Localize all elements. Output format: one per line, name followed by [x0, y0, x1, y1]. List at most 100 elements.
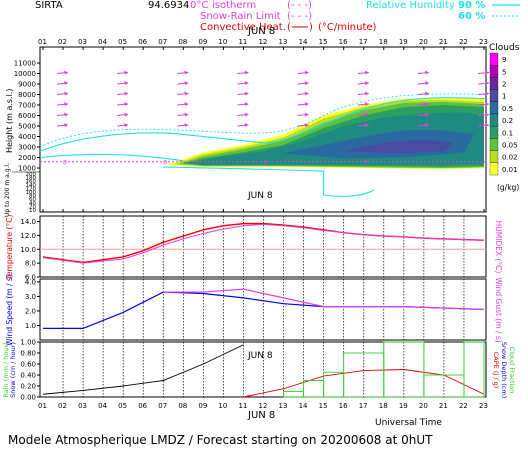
wind-arrow-head — [244, 91, 249, 96]
bottom-hour-label: 08 — [178, 402, 187, 410]
colorbar-swatch — [489, 126, 499, 139]
bottom-hour-label: 18 — [379, 402, 388, 410]
wind-arrow-head — [244, 70, 249, 75]
top-hour-axis: 01 02 03 04 05 06 07 08 09 10 11 12 13 14 15 16 17 18 19 20… — [38, 38, 488, 46]
wind-arrow-head — [304, 91, 309, 96]
precip-ytick-label: 0.40 — [20, 372, 36, 380]
wind-arrow-head — [304, 112, 309, 117]
cloud-ytick-lower-label: 160 — [26, 179, 37, 185]
rh-contour-surface — [163, 166, 375, 197]
cloud-ytick-label: 10000 — [14, 70, 36, 78]
top-date-label: JUN 8 — [247, 26, 275, 37]
wind-arrow-head — [424, 123, 429, 127]
top-hour-label: 11 — [238, 38, 247, 46]
bottom-hour-label: 11 — [238, 402, 247, 410]
universal-time-label: Universal Time — [375, 418, 442, 428]
wind-arrow-head — [64, 91, 69, 96]
wind-arrow-head — [184, 123, 189, 127]
wind-arrow-head — [184, 102, 189, 106]
legend-convective-unit: (°C/minute) — [318, 22, 377, 33]
colorbar-title: Clouds — [489, 43, 520, 53]
colorbar-swatch — [489, 113, 499, 127]
top-hour-label: 05 — [118, 38, 127, 46]
wind-arrow-head — [485, 112, 489, 117]
wind-arrow-head — [424, 81, 429, 85]
bottom-hour-label: 17 — [359, 402, 368, 410]
precip-series-cumul — [42, 344, 244, 395]
wind-arrow-head — [485, 102, 489, 106]
bottom-hour-label: 10 — [218, 402, 227, 410]
wind-series-wind-gust — [163, 288, 485, 311]
wind-arrow-head — [64, 123, 69, 127]
colorbar-swatch — [489, 138, 499, 151]
top-hour-label: 15 — [319, 38, 328, 46]
temp-ytick-label: 10.0 — [20, 246, 36, 254]
colorbar-tick-label: 0.05 — [502, 142, 518, 150]
wind-arrow-head — [485, 81, 489, 85]
top-hour-label: 13 — [279, 38, 288, 46]
wind-ytick-label: 4.0 — [25, 278, 36, 286]
wind-arrow-head — [304, 123, 309, 127]
bottom-hour-label: 22 — [459, 402, 468, 410]
cloud-ylabel: Height (m a.s.l.) — [5, 89, 14, 154]
wind-arrow-head — [424, 102, 429, 106]
top-hour-label: 07 — [158, 38, 167, 46]
legend-isotherm-dash: (- - -) — [287, 0, 312, 11]
cloud-ytick-lower-label: 180 — [26, 176, 37, 182]
wind-arrow-head — [124, 91, 129, 96]
wind-arrow-head — [304, 102, 309, 106]
cloud-ytick-label: 3000 — [18, 144, 36, 152]
cloud-ytick-lower-label: 10 — [29, 208, 36, 214]
wind-arrow-head — [364, 102, 369, 106]
precip-frame — [39, 341, 487, 398]
bottom-hour-label: 03 — [78, 402, 87, 410]
snow-ylabel: Snow (cm / hour) — [9, 342, 17, 398]
gust-ylabel: Wind Gust (m / s) — [494, 277, 503, 342]
top-hour-label: 17 — [359, 38, 368, 46]
top-hour-label: 02 — [58, 38, 67, 46]
cloud-ytick-label: 7000 — [18, 102, 36, 110]
precip-date-label: JUN 8 — [247, 351, 273, 361]
legend-rh: Relative Humidity — [366, 0, 455, 11]
bottom-date-label: JUN 8 — [247, 410, 275, 421]
cloud-ytick-label: 6000 — [18, 112, 36, 120]
bottom-hour-label: 21 — [439, 402, 448, 410]
cloud-date-label: JUN 8 — [247, 191, 273, 201]
wind-arrow-head — [64, 70, 69, 75]
temp-ytick-label: 12.0 — [20, 232, 36, 240]
bottom-hour-label: 09 — [198, 402, 207, 410]
cloud-fraction-bar — [383, 341, 425, 398]
top-hour-label: 21 — [439, 38, 448, 46]
cloud-ytick-lower-label: 80 — [29, 194, 36, 200]
cloud-fraction-bar — [463, 341, 485, 398]
rh-contour-90 — [39, 97, 487, 152]
bottom-hour-axis: 01 02 03 04 05 06 07 08 09 10 11 12 13 14 15 16 17 18 19 20… — [38, 402, 488, 410]
colorbar-tick-label: 0.01 — [502, 166, 518, 174]
bottom-hour-label: 04 — [98, 402, 107, 410]
wind-arrow-head — [124, 70, 129, 75]
cape-ylabel: CAPE (J / g) — [492, 352, 500, 389]
wind-arrow-head — [424, 91, 429, 96]
cloud-colorbar: Clouds 9 5 2 1 0.5 0.2 0.1 0.05 0.02 0.01 (g/kg) — [489, 43, 520, 192]
colorbar-tick-label: 0.2 — [502, 117, 513, 125]
bottom-hour-label: 13 — [279, 402, 288, 410]
wind-arrow-head — [364, 91, 369, 96]
wind-arrow-head — [304, 81, 309, 85]
wind-arrow-head — [184, 70, 189, 75]
colorbar-unit: (g/kg) — [497, 183, 519, 192]
colorbar-swatch — [489, 89, 499, 102]
wind-arrow-head — [364, 123, 369, 127]
top-hour-label: 14 — [299, 38, 308, 46]
coord-value: 94.6934 — [148, 0, 189, 11]
cloud-ytick-label: 2000 — [18, 154, 36, 162]
site-name: SIRTA — [35, 0, 63, 11]
humidex-ylabel: HUMIDEX (°C) — [494, 221, 503, 274]
wind-arrow-head — [64, 102, 69, 106]
bottom-hour-label: 16 — [339, 402, 348, 410]
wind-arrow-head — [64, 112, 69, 117]
cloud-ytick-lower-label: 20 — [29, 204, 36, 210]
colorbar-tick-label: 9 — [502, 56, 506, 64]
rain-ylabel: Rain (mm / hour) — [2, 342, 10, 397]
temp-ytick-label: 6.0 — [25, 274, 36, 282]
